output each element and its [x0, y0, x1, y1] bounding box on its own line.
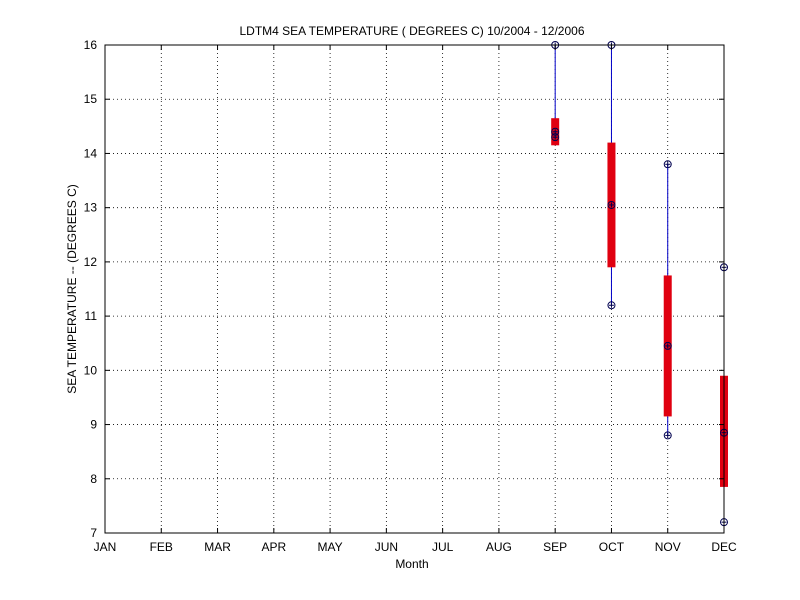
y-tick-label: 8	[90, 472, 97, 486]
y-tick-label: 16	[84, 38, 98, 52]
y-tick-label: 12	[84, 255, 98, 269]
y-axis-label: SEA TEMPERATURE -- (DEGREES C)	[65, 184, 79, 394]
median-marker	[663, 341, 672, 350]
y-tick-label: 9	[90, 418, 97, 432]
y-tick-label: 10	[84, 363, 98, 377]
x-tick-label: SEP	[543, 540, 567, 554]
x-tick-label: AUG	[486, 540, 512, 554]
chart-title: LDTM4 SEA TEMPERATURE ( DEGREES C) 10/20…	[239, 24, 584, 38]
box-nov	[663, 160, 672, 440]
y-tick-label: 13	[84, 201, 98, 215]
min-marker	[663, 431, 672, 440]
y-tick-label: 11	[85, 309, 98, 323]
x-tick-label: MAR	[204, 540, 231, 554]
x-tick-label: JUN	[375, 540, 398, 554]
x-tick-label: JUL	[432, 540, 454, 554]
x-axis-label: Month	[395, 557, 428, 571]
x-tick-label: FEB	[150, 540, 173, 554]
max-marker	[663, 160, 672, 169]
median-marker	[607, 200, 616, 209]
y-tick-label: 14	[84, 146, 98, 160]
y-tick-label: 7	[90, 526, 97, 540]
x-tick-label: NOV	[655, 540, 681, 554]
min-marker	[607, 301, 616, 310]
min-marker	[551, 133, 560, 142]
x-tick-label: JAN	[94, 540, 117, 554]
x-tick-label: DEC	[711, 540, 737, 554]
x-tick-label: APR	[261, 540, 286, 554]
axis-ticks: JAN FEB MAR APR MAY JUN JUL AUG SEP OCT NOV DEC 7 8 9 1…	[84, 38, 737, 554]
x-tick-label: OCT	[599, 540, 625, 554]
x-tick-label: MAY	[318, 540, 343, 554]
y-tick-label: 15	[84, 92, 98, 106]
plot-area-frame	[104, 44, 725, 534]
